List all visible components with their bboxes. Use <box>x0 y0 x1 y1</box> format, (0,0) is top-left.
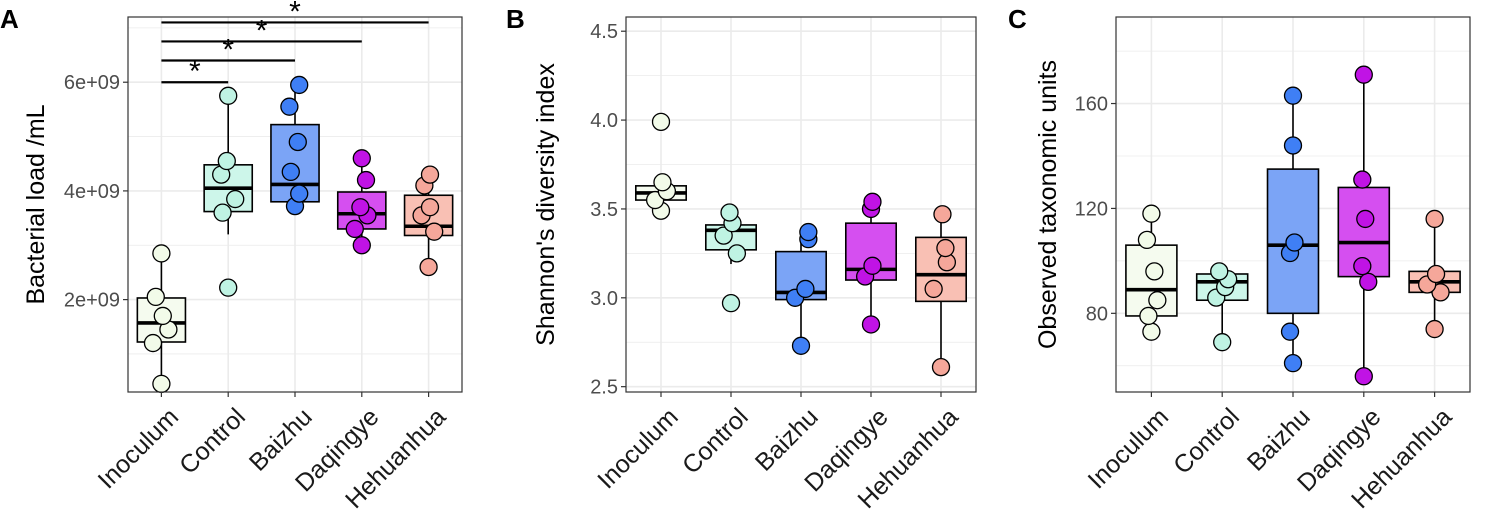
data-point <box>1280 322 1300 341</box>
data-point <box>217 151 236 171</box>
data-point <box>1283 86 1303 105</box>
data-point <box>1353 170 1372 189</box>
data-point <box>1139 306 1158 326</box>
data-point <box>1213 333 1232 352</box>
data-point <box>1359 272 1378 292</box>
data-point <box>1354 367 1373 386</box>
panel-c: 80120160InoculumControlBaizhuDaqingyeHeh… <box>1008 4 1471 514</box>
data-point <box>288 132 307 152</box>
data-point <box>720 203 739 222</box>
data-point <box>352 236 371 255</box>
y-axis-title: Shannon's diversity index <box>532 63 560 346</box>
y-tick-label: 2.5 <box>590 377 618 399</box>
x-tick-label-control: Control <box>677 403 754 480</box>
data-point <box>1431 283 1450 302</box>
y-tick-label: 4.5 <box>590 21 618 43</box>
data-point <box>651 112 671 132</box>
data-point <box>936 238 955 258</box>
panel-a: ****2e+094e+096e+09InoculumControlBaizhu… <box>0 0 463 514</box>
data-point <box>153 306 172 326</box>
data-point <box>226 189 245 209</box>
x-tick-label-control: Control <box>1168 403 1245 480</box>
y-tick-label: 80 <box>1086 303 1108 325</box>
y-tick-label: 3.5 <box>590 199 618 221</box>
data-point <box>796 279 815 299</box>
data-point <box>219 278 238 297</box>
y-tick-label: 4.0 <box>590 110 618 132</box>
panel-letter: A <box>0 4 19 34</box>
x-tick-label-control: Control <box>174 403 251 480</box>
data-point <box>653 173 672 192</box>
data-point <box>352 149 371 168</box>
data-point <box>420 165 440 184</box>
data-point <box>791 336 811 355</box>
y-tick-label: 120 <box>1075 198 1108 220</box>
data-point <box>861 315 881 334</box>
x-tick-label-inoculum: Inoculum <box>1083 403 1175 495</box>
data-point <box>425 222 444 241</box>
data-point <box>721 293 741 313</box>
data-point <box>356 170 376 190</box>
data-point <box>1137 230 1157 250</box>
y-tick-label: 2e+09 <box>64 290 120 312</box>
x-tick-label-inoculum: Inoculum <box>93 403 185 495</box>
data-point <box>863 256 882 275</box>
data-point <box>1285 233 1304 252</box>
y-axis-title: Observed taxonomic units <box>1034 60 1062 349</box>
data-point <box>1354 65 1373 84</box>
data-point <box>1356 209 1375 229</box>
data-point <box>419 257 438 277</box>
data-point <box>1353 256 1372 276</box>
data-point <box>1145 262 1164 281</box>
significance-star: * <box>189 55 201 88</box>
y-tick-label: 160 <box>1075 94 1108 116</box>
data-point <box>213 203 232 222</box>
data-point <box>345 219 364 239</box>
data-point <box>931 357 951 377</box>
data-point <box>152 374 171 393</box>
significance-star: * <box>222 33 234 66</box>
data-point <box>863 192 882 211</box>
data-point <box>1210 262 1229 281</box>
data-point <box>290 184 309 203</box>
y-tick-label: 4e+09 <box>64 181 120 203</box>
data-point <box>143 333 163 353</box>
data-point <box>219 86 238 105</box>
data-point <box>1425 209 1444 229</box>
panel-letter: C <box>1008 4 1027 34</box>
significance-star: * <box>289 0 301 28</box>
data-point <box>799 222 818 242</box>
x-tick-label-inoculum: Inoculum <box>592 403 684 495</box>
data-point <box>714 226 733 245</box>
data-point <box>727 244 747 263</box>
y-tick-label: 6e+09 <box>64 72 120 94</box>
data-point <box>152 244 171 263</box>
data-point <box>1142 204 1161 223</box>
data-point <box>281 162 300 182</box>
data-point <box>924 279 943 299</box>
y-tick-label: 3.0 <box>590 288 618 310</box>
panel-b: 2.53.03.54.04.5InoculumControlBaizhuDaqi… <box>506 4 977 514</box>
data-point <box>280 97 299 116</box>
data-point <box>1425 319 1444 339</box>
data-point <box>146 287 165 307</box>
data-point <box>1283 354 1303 373</box>
data-point <box>290 75 309 95</box>
data-point <box>1283 136 1303 155</box>
significance-star: * <box>256 14 268 47</box>
panel-letter: B <box>506 4 525 34</box>
data-point <box>933 205 952 224</box>
data-point <box>1426 264 1446 284</box>
data-point <box>351 198 370 217</box>
data-point <box>1142 322 1161 341</box>
y-axis-title: Bacterial load /mL <box>22 104 50 304</box>
data-point <box>1148 291 1167 310</box>
data-point <box>420 198 440 217</box>
